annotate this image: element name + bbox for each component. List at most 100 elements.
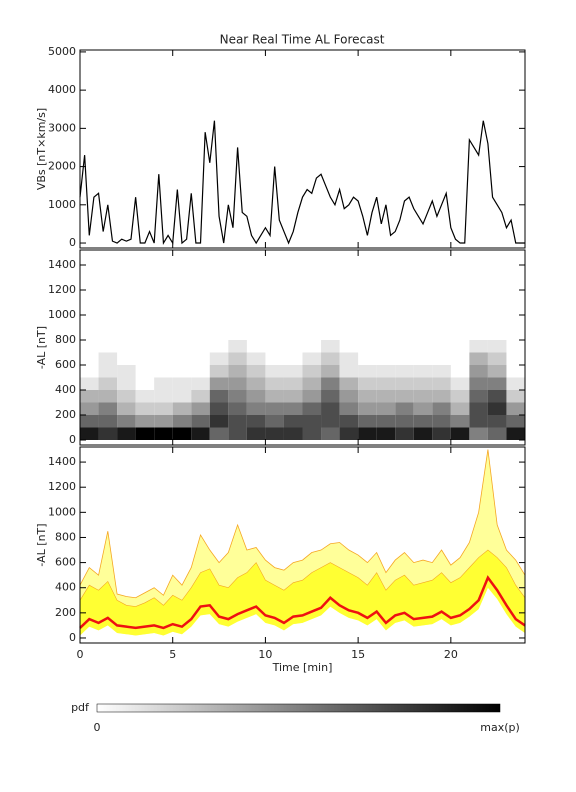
pdf-cell <box>469 365 488 378</box>
pdf-cell <box>302 427 322 440</box>
pdf-cell <box>135 415 155 428</box>
pdf-cell <box>395 415 414 428</box>
pdf-cell <box>98 390 118 403</box>
pdf-cell <box>80 427 99 440</box>
y-tick-label: 0 <box>69 631 76 644</box>
pdf-cell <box>246 352 266 365</box>
pdf-cell <box>321 377 340 390</box>
y-tick-label: 1200 <box>48 283 76 296</box>
max-line <box>79 449 526 599</box>
plot-frame <box>79 49 526 249</box>
pdf-cell <box>283 402 303 415</box>
pdf-cell <box>265 390 284 403</box>
pdf-cell <box>209 415 229 428</box>
pdf-cell <box>358 402 377 415</box>
pdf-cell <box>209 377 229 390</box>
pdf-cell <box>302 390 322 403</box>
pdf-cell <box>246 415 266 428</box>
pdf-cell <box>283 415 303 428</box>
pdf-cell <box>172 402 192 415</box>
pdf-cell <box>246 427 266 440</box>
y-tick-label: 200 <box>55 606 76 619</box>
pdf-cell <box>395 390 414 403</box>
colorbar-label: pdf <box>71 701 90 714</box>
pdf-cell <box>432 365 451 378</box>
pdf-cell <box>376 415 396 428</box>
pdf-cell <box>469 402 488 415</box>
y-tick-label: 2000 <box>48 160 76 173</box>
pdf-cell <box>302 365 322 378</box>
pdf-cell <box>450 402 470 415</box>
pdf-cell <box>395 402 414 415</box>
upper-line <box>79 549 526 607</box>
pdf-cell <box>228 365 247 378</box>
pdf-cell <box>172 377 192 390</box>
pdf-cell <box>469 352 488 365</box>
pdf-cell <box>246 402 266 415</box>
pdf-cell <box>358 427 377 440</box>
pdf-cell <box>469 415 488 428</box>
pdf-cell <box>469 390 488 403</box>
pdf-cell <box>191 427 210 440</box>
pdf-cell <box>321 340 340 353</box>
chart-title: Near Real Time AL Forecast <box>220 33 385 47</box>
pdf-cell <box>413 427 433 440</box>
pdf-cell <box>506 390 525 403</box>
pdf-cell <box>246 390 266 403</box>
pdf-cell <box>487 352 507 365</box>
pdf-cell <box>191 402 210 415</box>
pdf-cell <box>321 402 340 415</box>
pdf-cell <box>321 390 340 403</box>
pdf-cell <box>265 415 284 428</box>
y-tick-label: 1400 <box>48 455 76 468</box>
pdf-cell <box>413 377 433 390</box>
y-tick-label: 0 <box>69 433 76 446</box>
pdf-cell <box>487 340 507 353</box>
pdf-cell <box>487 415 507 428</box>
pdf-cell <box>358 365 377 378</box>
y-tick-label: 3000 <box>48 121 76 134</box>
pdf-cell <box>117 390 136 403</box>
x-tick-label: 0 <box>77 648 84 661</box>
pdf-cell <box>154 377 173 390</box>
pdf-cell <box>321 427 340 440</box>
pdf-cell <box>265 365 284 378</box>
pdf-cell <box>469 427 488 440</box>
pdf-cell <box>358 377 377 390</box>
pdf-cell <box>450 415 470 428</box>
pdf-cell <box>80 415 99 428</box>
pdf-cell <box>395 377 414 390</box>
y-tick-label: 800 <box>55 333 76 346</box>
pdf-cell <box>339 415 359 428</box>
pdf-cell <box>283 390 303 403</box>
pdf-cell <box>413 415 433 428</box>
pdf-cell <box>302 352 322 365</box>
pdf-cell <box>339 365 359 378</box>
pdf-cell <box>376 377 396 390</box>
pdf-cell <box>321 365 340 378</box>
pdf-cell <box>246 377 266 390</box>
pdf-cell <box>209 390 229 403</box>
pdf-cell <box>209 402 229 415</box>
pdf-cell <box>450 377 470 390</box>
y-tick-label: 1000 <box>48 505 76 518</box>
pdf-cell <box>228 402 247 415</box>
pdf-cell <box>506 427 525 440</box>
pdf-cell <box>228 340 247 353</box>
pdf-cell <box>117 415 136 428</box>
y-tick-label: 1000 <box>48 308 76 321</box>
pdf-cell <box>135 390 155 403</box>
pdf-cell <box>506 377 525 390</box>
pdf-cell <box>321 415 340 428</box>
x-axis-label: Time [min] <box>272 661 333 674</box>
pdf-cell <box>339 377 359 390</box>
y-tick-label: 1000 <box>48 198 76 211</box>
pdf-cell <box>487 402 507 415</box>
y-tick-label: 4000 <box>48 83 76 96</box>
pdf-cell <box>413 390 433 403</box>
pdf-cell <box>154 415 173 428</box>
pdf-cell <box>209 427 229 440</box>
y-tick-label: 600 <box>55 556 76 569</box>
median-line <box>79 575 526 630</box>
